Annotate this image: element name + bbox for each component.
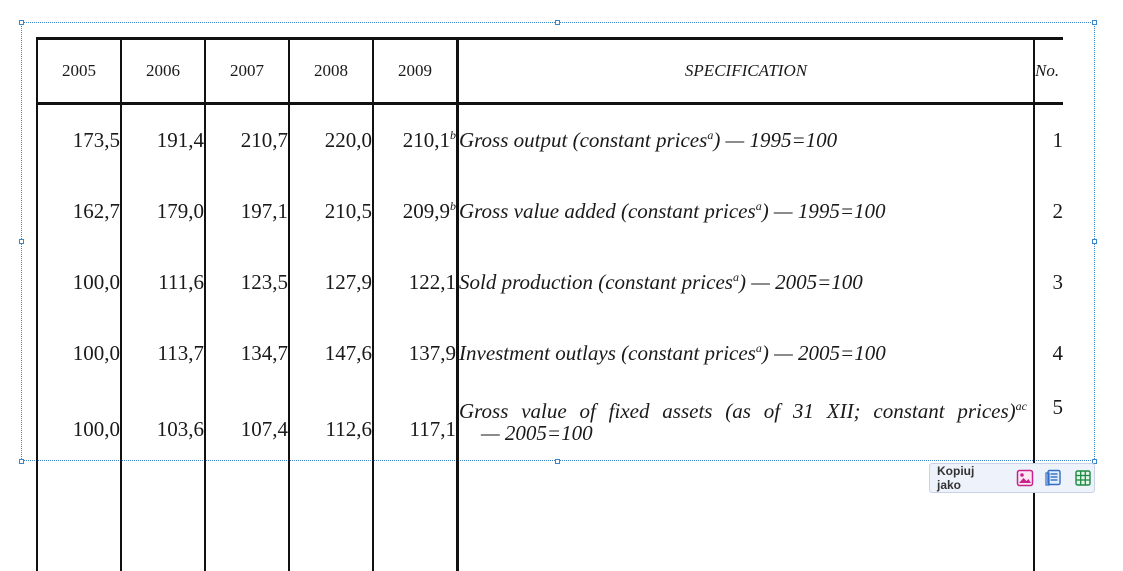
spec-line-1: Gross value of fixed assets (as of 31 XI… bbox=[459, 395, 1033, 422]
footnote-mark: a bbox=[732, 270, 739, 284]
resize-handle-bottom-left[interactable] bbox=[19, 459, 24, 464]
cell-value: 112,6 bbox=[288, 389, 373, 491]
resize-handle-top-right[interactable] bbox=[1092, 20, 1097, 25]
cell-value: 111,6 bbox=[120, 247, 205, 318]
cell-value: 127,9 bbox=[288, 247, 373, 318]
copy-as-toolbar: Kopiuj jako bbox=[929, 463, 1095, 493]
cell-value: 134,7 bbox=[204, 318, 289, 389]
cell-value: 147,6 bbox=[288, 318, 373, 389]
cell-row-number: 2 bbox=[1033, 176, 1063, 247]
cell-value: 100,0 bbox=[36, 247, 121, 318]
cell-value-2009: 210,1b bbox=[372, 103, 458, 176]
table-row: 100,0 103,6 107,4 112,6 117,1 Gross valu… bbox=[36, 389, 1063, 491]
cell-value-2009: 117,1 bbox=[372, 389, 458, 491]
empty-cell bbox=[288, 491, 373, 571]
cell-value: 162,7 bbox=[36, 176, 121, 247]
table-row: 100,0 113,7 134,7 147,6 137,9 Investment… bbox=[36, 318, 1063, 389]
image-icon[interactable] bbox=[1014, 467, 1036, 489]
cell-row-number: 4 bbox=[1033, 318, 1063, 389]
header-year-2007: 2007 bbox=[204, 37, 289, 105]
cell-value-2009: 209,9b bbox=[372, 176, 458, 247]
footnote-mark: b bbox=[450, 128, 456, 142]
header-row: 2005 2006 2007 2008 2009 SPECIFICATION N… bbox=[36, 37, 1063, 105]
cell-row-number: 1 bbox=[1033, 103, 1063, 176]
value-text: 122,1 bbox=[408, 270, 456, 294]
table-row: 100,0 111,6 123,5 127,9 122,1 Sold produ… bbox=[36, 247, 1063, 318]
header-year-2008: 2008 bbox=[288, 37, 373, 105]
header-specification: SPECIFICATION bbox=[456, 37, 1034, 105]
cell-value: 179,0 bbox=[120, 176, 205, 247]
spec-text-end: ) — 2005=100 bbox=[738, 270, 863, 294]
spec-text: Gross value of fixed assets (as of 31 XI… bbox=[459, 399, 1016, 423]
cell-specification: Gross value added (constant pricesa) — 1… bbox=[456, 176, 1034, 247]
footnote-mark: a bbox=[755, 199, 762, 213]
statistics-table: 2005 2006 2007 2008 2009 SPECIFICATION N… bbox=[36, 37, 1063, 571]
empty-cell bbox=[36, 491, 121, 571]
footnote-mark: ac bbox=[1015, 399, 1027, 413]
copy-as-label: Kopiuj jako bbox=[937, 464, 975, 492]
footnote-mark: a bbox=[707, 128, 714, 142]
spec-text: Gross output (constant prices bbox=[459, 128, 708, 152]
cell-value-2009: 122,1 bbox=[372, 247, 458, 318]
cell-value: 113,7 bbox=[120, 318, 205, 389]
value-text: 210,1 bbox=[402, 128, 450, 152]
cell-value: 220,0 bbox=[288, 103, 373, 176]
value-text: 209,9 bbox=[402, 199, 450, 223]
header-year-2009: 2009 bbox=[372, 37, 458, 105]
resize-handle-top[interactable] bbox=[555, 20, 560, 25]
empty-cell bbox=[204, 491, 289, 571]
spec-text-end: ) — 2005=100 bbox=[761, 341, 886, 365]
resize-handle-right[interactable] bbox=[1092, 239, 1097, 244]
empty-cell bbox=[456, 491, 1034, 571]
text-icon[interactable] bbox=[1043, 467, 1065, 489]
footnote-mark: b bbox=[450, 199, 456, 213]
table-row-empty bbox=[36, 491, 1063, 571]
value-text: 117,1 bbox=[409, 417, 456, 441]
cell-specification: Investment outlays (constant pricesa) — … bbox=[456, 318, 1034, 389]
resize-handle-top-left[interactable] bbox=[19, 20, 24, 25]
spec-text-end: ) — 1995=100 bbox=[761, 199, 886, 223]
cell-value: 123,5 bbox=[204, 247, 289, 318]
cell-value: 103,6 bbox=[120, 389, 205, 491]
cell-specification: Sold production (constant pricesa) — 200… bbox=[456, 247, 1034, 318]
cell-value: 210,7 bbox=[204, 103, 289, 176]
cell-value: 210,5 bbox=[288, 176, 373, 247]
empty-cell bbox=[1033, 491, 1063, 571]
spec-text-end: ) — 1995=100 bbox=[713, 128, 838, 152]
cell-value: 107,4 bbox=[204, 389, 289, 491]
cell-value: 100,0 bbox=[36, 389, 121, 491]
header-no: No. bbox=[1033, 37, 1063, 105]
value-text: 137,9 bbox=[408, 341, 456, 365]
footnote-mark: a bbox=[755, 341, 762, 355]
resize-handle-left[interactable] bbox=[19, 239, 24, 244]
spec-text: Sold production (constant prices bbox=[459, 270, 733, 294]
header-year-2005: 2005 bbox=[36, 37, 121, 105]
cell-value: 173,5 bbox=[36, 103, 121, 176]
cell-value: 191,4 bbox=[120, 103, 205, 176]
empty-cell bbox=[120, 491, 205, 571]
cell-value-2009: 137,9 bbox=[372, 318, 458, 389]
table-row: 162,7 179,0 197,1 210,5 209,9b Gross val… bbox=[36, 176, 1063, 247]
spec-text: Gross value added (constant prices bbox=[459, 199, 756, 223]
cell-specification: Gross output (constant pricesa) — 1995=1… bbox=[456, 103, 1034, 176]
table-icon[interactable] bbox=[1072, 467, 1094, 489]
spec-text-end: — 2005=100 bbox=[481, 421, 593, 445]
table-row: 173,5 191,4 210,7 220,0 210,1b Gross out… bbox=[36, 103, 1063, 176]
header-year-2006: 2006 bbox=[120, 37, 205, 105]
cell-value: 197,1 bbox=[204, 176, 289, 247]
cell-row-number: 3 bbox=[1033, 247, 1063, 318]
cell-value: 100,0 bbox=[36, 318, 121, 389]
empty-cell bbox=[372, 491, 458, 571]
spec-text: Investment outlays (constant prices bbox=[459, 341, 756, 365]
